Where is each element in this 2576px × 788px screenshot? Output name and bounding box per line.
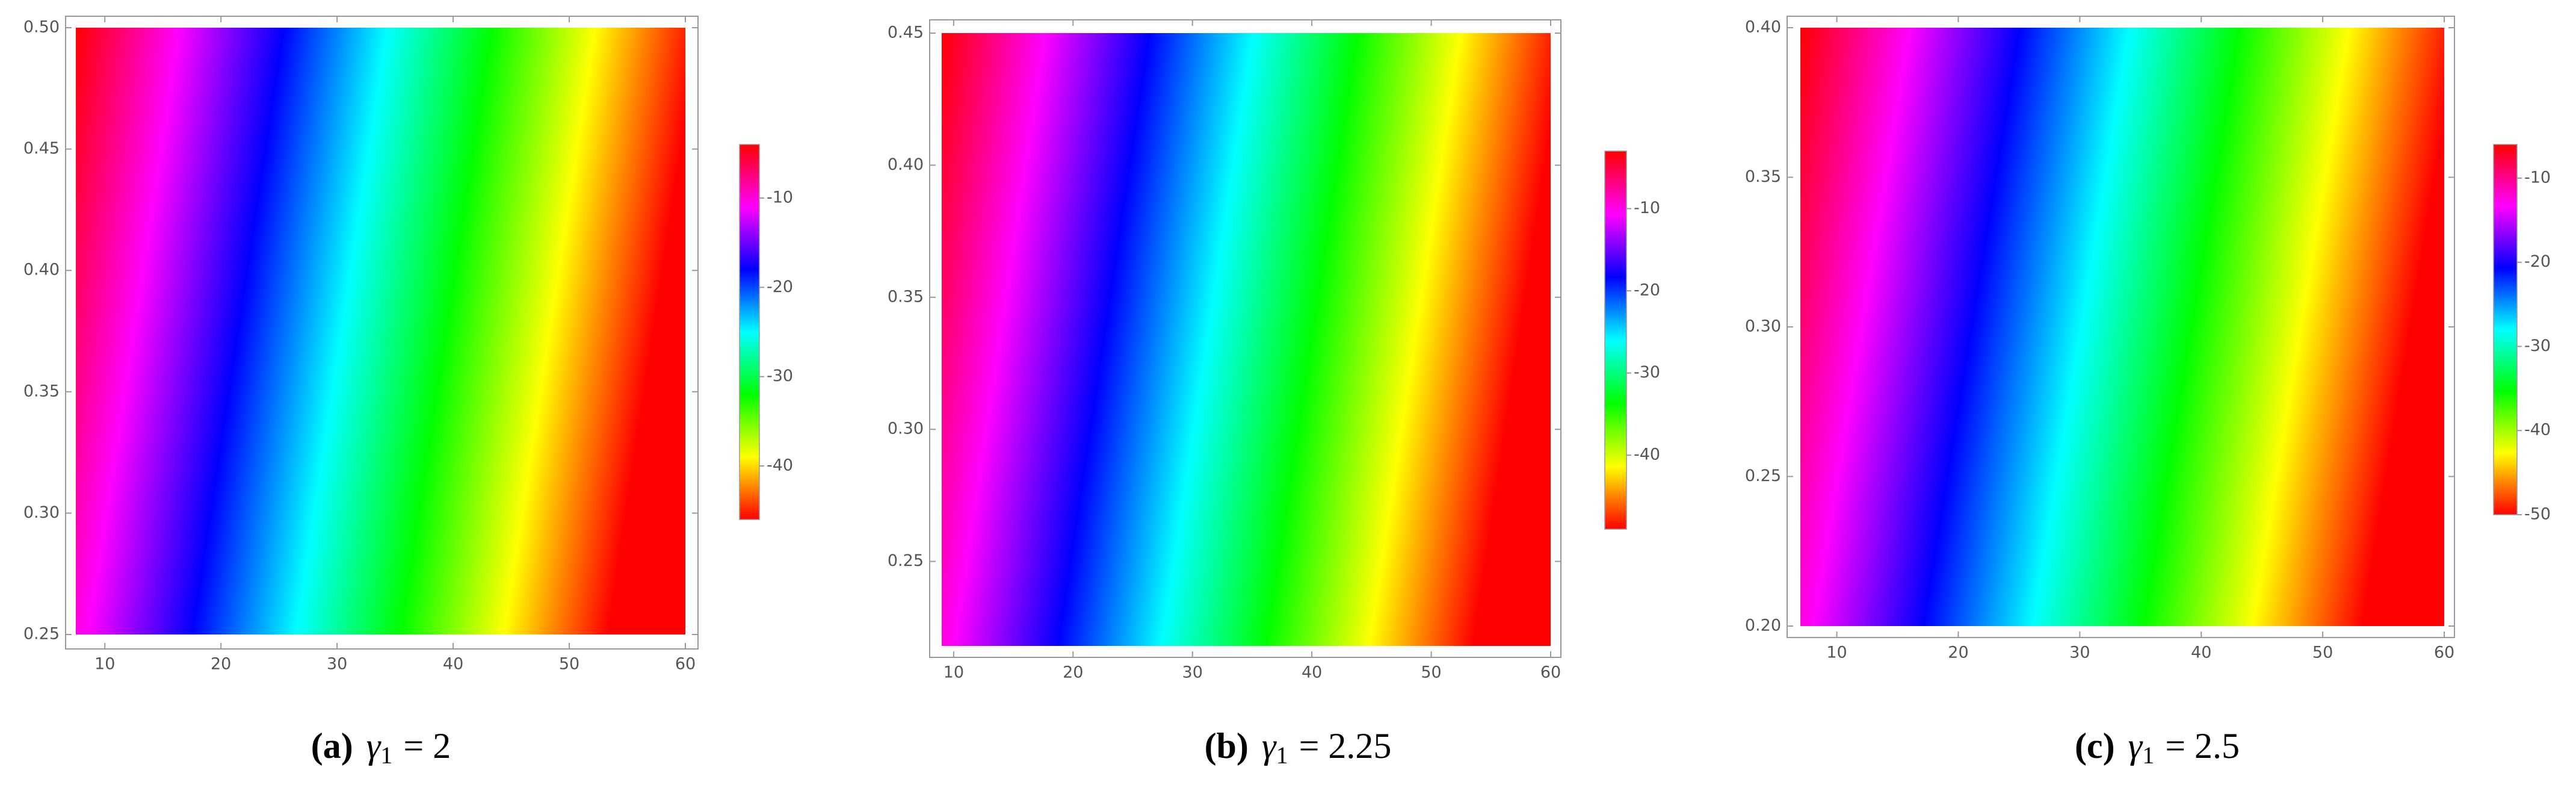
y-tick-label: 0.20 <box>1745 616 1781 635</box>
plot-frame <box>65 16 699 650</box>
caption-value: = 2.25 <box>1299 726 1392 766</box>
caption-label: (c) <box>2075 726 2115 766</box>
x-tick-label: 40 <box>2191 644 2211 662</box>
caption-symbol: γ <box>366 726 381 766</box>
colorbar <box>1604 150 1627 530</box>
colorbar-tick-label: -20 <box>767 278 793 296</box>
x-tick-label: 50 <box>559 655 579 674</box>
y-tick-label: 0.35 <box>888 287 924 306</box>
caption-label: (a) <box>311 726 353 766</box>
x-tick-label: 50 <box>1421 663 1441 682</box>
y-tick-label: 0.35 <box>23 382 60 400</box>
x-tick-label: 10 <box>1826 644 1847 662</box>
caption-value: = 2 <box>403 726 451 766</box>
y-tick-label: 0.30 <box>1745 317 1781 336</box>
x-tick-label: 20 <box>211 655 231 674</box>
y-tick-label: 0.30 <box>23 503 60 522</box>
y-tick-label: 0.40 <box>888 155 924 174</box>
caption: (c) γ1 = 2.5 <box>2075 726 2240 769</box>
y-tick-label: 0.40 <box>23 261 60 279</box>
y-tick-label: 0.25 <box>23 625 60 644</box>
x-tick-label: 40 <box>443 655 463 674</box>
x-tick-label: 50 <box>2312 644 2333 662</box>
x-tick-label: 30 <box>327 655 347 674</box>
y-tick-label: 0.40 <box>1745 18 1781 37</box>
x-tick-label: 20 <box>1948 644 1968 662</box>
colorbar-tick-label: -20 <box>2524 252 2551 271</box>
colorbar-tick-label: -10 <box>1634 199 1660 217</box>
density-field <box>942 33 1551 646</box>
x-tick-label: 30 <box>2069 644 2090 662</box>
y-tick-label: 0.30 <box>888 420 924 438</box>
x-tick-label: 30 <box>1182 663 1203 682</box>
x-tick-label: 60 <box>675 655 696 674</box>
caption-subscript: 1 <box>1276 742 1288 769</box>
y-tick-label: 0.25 <box>888 551 924 570</box>
colorbar-tick-label: -40 <box>767 456 793 475</box>
plot-frame <box>929 19 1561 658</box>
caption-label: (b) <box>1205 726 1249 766</box>
x-tick-label: 20 <box>1063 663 1083 682</box>
density-field <box>1800 28 2444 626</box>
density-field <box>76 28 685 634</box>
y-tick-label: 0.45 <box>23 139 60 158</box>
x-tick-label: 60 <box>1540 663 1561 682</box>
y-tick-label: 0.35 <box>1745 167 1781 186</box>
colorbar-tick-label: -20 <box>1634 281 1660 300</box>
caption-subscript: 1 <box>380 742 392 769</box>
x-tick-label: 40 <box>1302 663 1322 682</box>
y-tick-label: 0.45 <box>888 23 924 42</box>
colorbar-tick-label: -30 <box>1634 363 1660 382</box>
caption-symbol: γ <box>2128 726 2143 766</box>
x-tick-label: 10 <box>944 663 964 682</box>
caption-symbol: γ <box>1262 726 1277 766</box>
caption: (a) γ1 = 2 <box>311 726 451 769</box>
x-tick-label: 60 <box>2434 644 2454 662</box>
caption-subscript: 1 <box>2142 742 2154 769</box>
colorbar-tick-label: -30 <box>767 367 793 385</box>
y-tick-label: 0.25 <box>1745 467 1781 485</box>
colorbar-tick-label: -40 <box>1634 445 1660 464</box>
colorbar-tick-label: -30 <box>2524 337 2551 355</box>
caption-value: = 2.5 <box>2165 726 2240 766</box>
x-tick-label: 10 <box>94 655 115 674</box>
colorbar-tick-label: -10 <box>2524 168 2551 187</box>
y-tick-label: 0.50 <box>23 18 60 37</box>
colorbar <box>739 144 760 520</box>
colorbar-tick-label: -10 <box>767 188 793 207</box>
colorbar-tick-label: -50 <box>2524 505 2551 524</box>
colorbar <box>2493 144 2518 515</box>
colorbar-tick-label: -40 <box>2524 421 2551 439</box>
caption: (b) γ1 = 2.25 <box>1205 726 1392 769</box>
